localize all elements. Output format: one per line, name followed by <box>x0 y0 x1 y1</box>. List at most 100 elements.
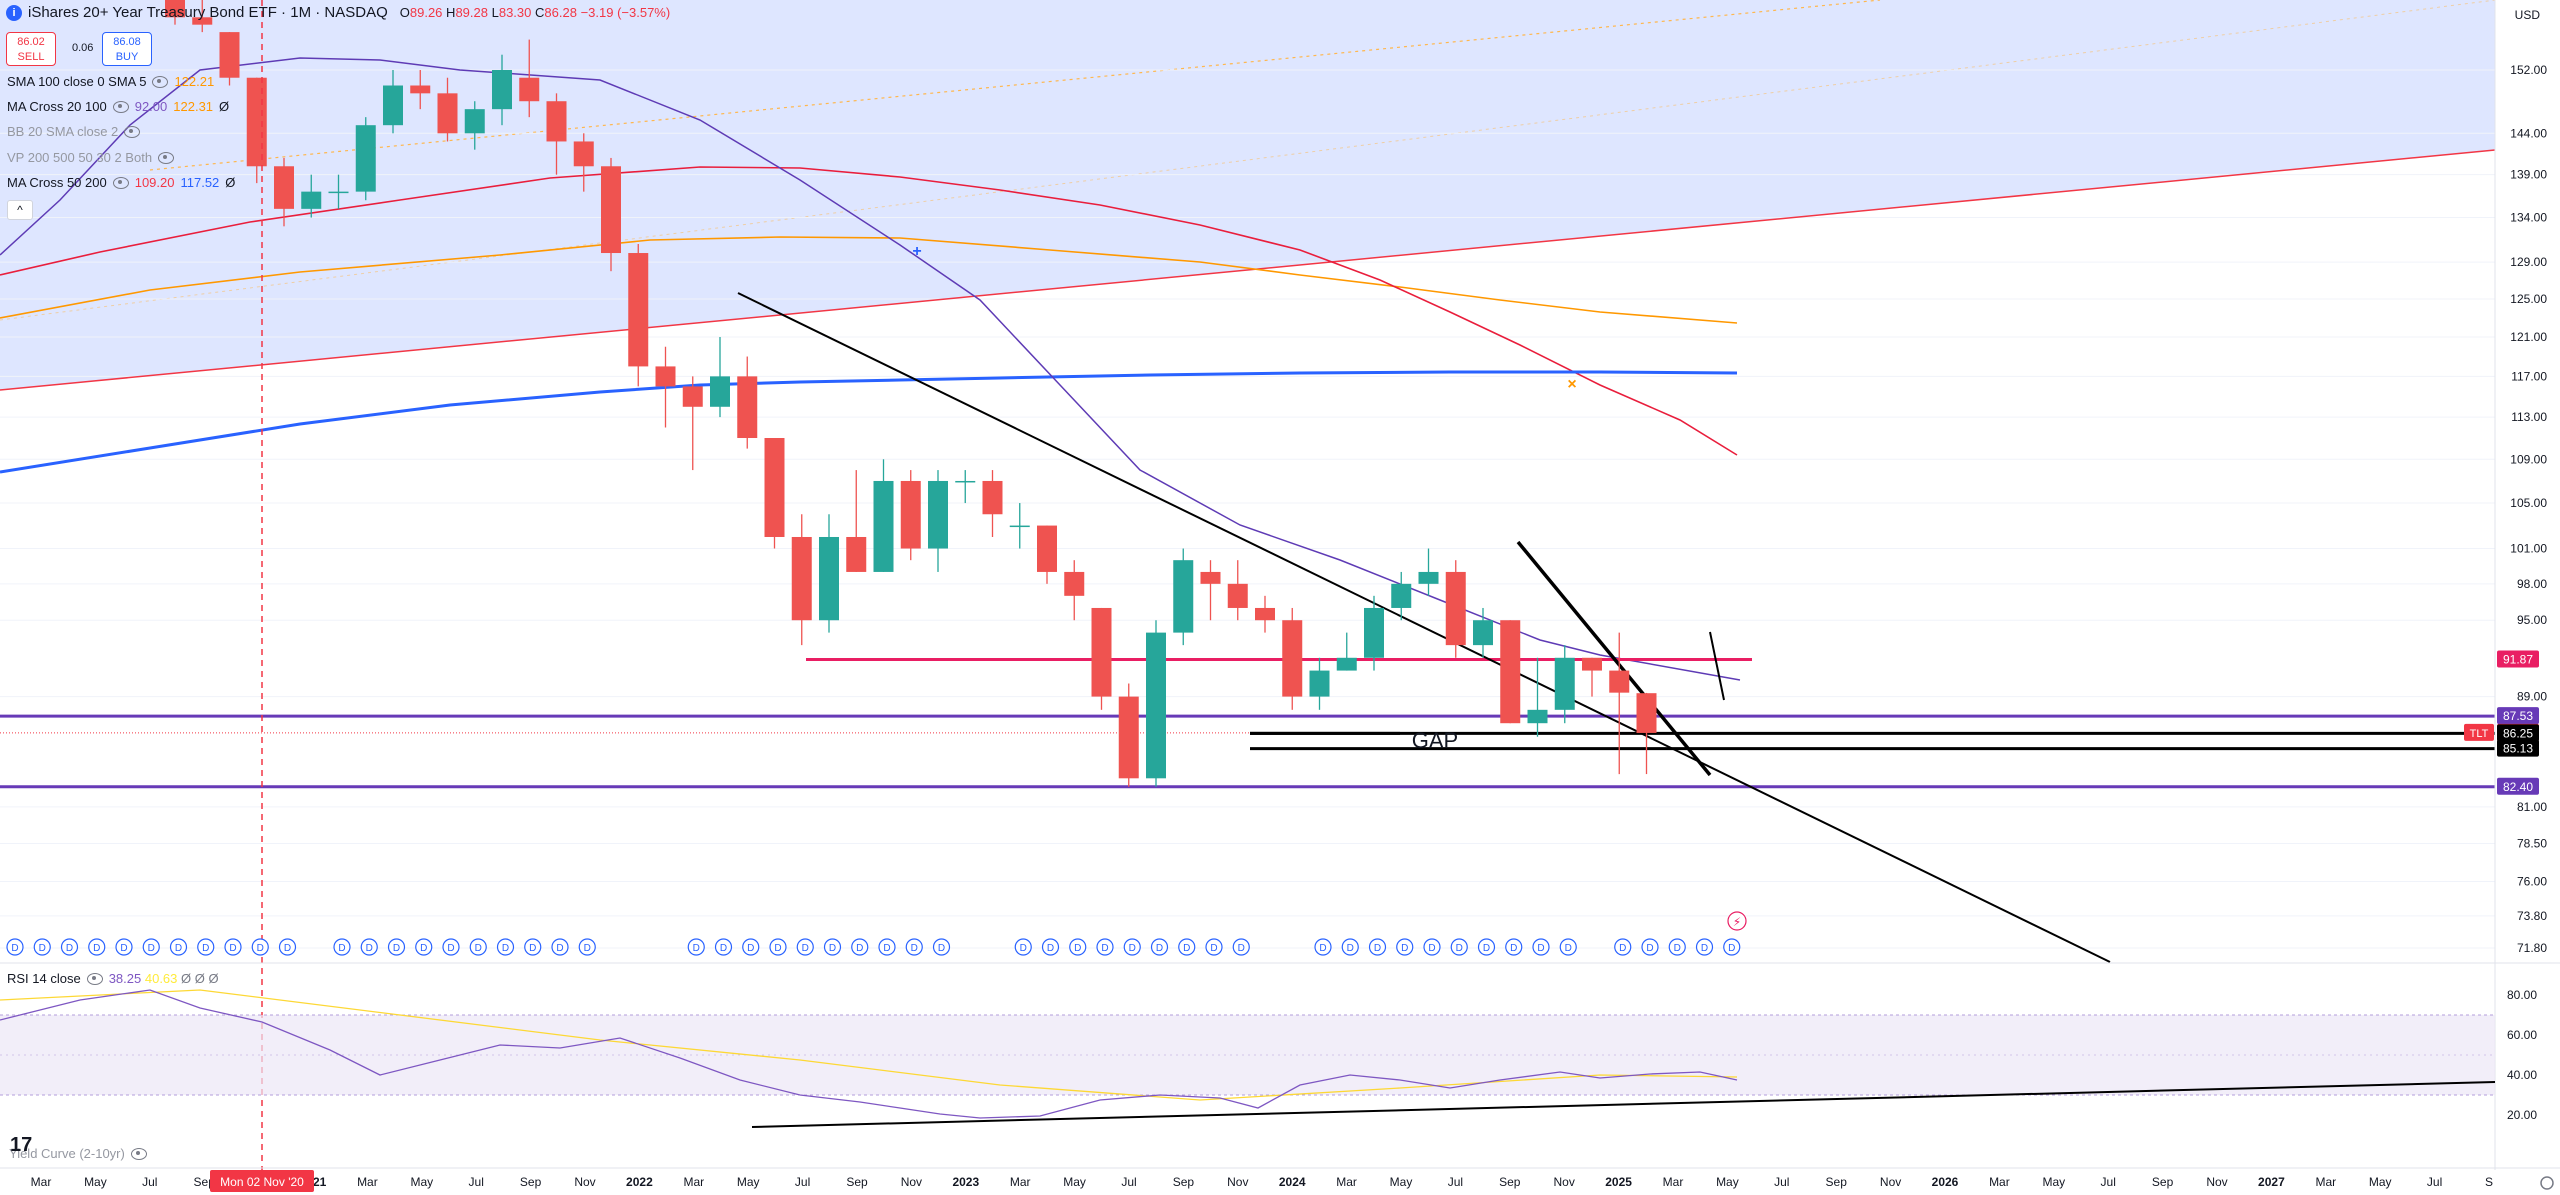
dividend-marker-icon[interactable] <box>415 938 433 956</box>
rsi-name[interactable]: RSI 14 close <box>7 971 81 986</box>
dividend-marker-icon[interactable] <box>360 938 378 956</box>
dividend-marker-icon[interactable] <box>1423 938 1441 956</box>
dividend-marker-icon[interactable] <box>769 938 787 956</box>
dividend-marker-icon[interactable] <box>496 938 515 956</box>
currency-label[interactable]: USD <box>2514 8 2540 22</box>
settings-gear-icon[interactable] <box>2540 1176 2554 1190</box>
indicator-row[interactable]: VP 200 500 50 30 2 Both <box>7 150 175 165</box>
dividend-marker-icon[interactable] <box>1178 938 1196 956</box>
dividend-marker-icon[interactable] <box>1668 938 1686 956</box>
dividend-marker-icon[interactable] <box>1723 938 1741 956</box>
dividend-marker-icon[interactable] <box>1150 938 1169 956</box>
dividend-marker-icon[interactable] <box>1505 938 1523 956</box>
candle-body <box>546 101 567 142</box>
buy-button[interactable]: 86.08 BUY <box>102 32 152 66</box>
rsi-trendline <box>751 1081 2496 1128</box>
dividend-marker-icon[interactable] <box>578 938 596 956</box>
rsi-tick-label: 40.00 <box>2507 1068 2537 1082</box>
dividend-marker-icon[interactable] <box>60 938 79 956</box>
dividend-marker-icon[interactable] <box>197 938 215 956</box>
dividend-marker-icon[interactable] <box>878 938 896 956</box>
dividend-marker-icon[interactable] <box>1477 938 1496 956</box>
ma-50-line <box>0 166 1738 456</box>
tradingview-logo-icon[interactable]: 17 <box>10 1134 33 1156</box>
rsi-tick-label: 60.00 <box>2507 1028 2537 1042</box>
dividend-marker-icon[interactable] <box>714 938 733 956</box>
time-tick-label: Jul <box>2101 1175 2116 1189</box>
dividend-marker-icon[interactable] <box>442 938 460 956</box>
dividend-marker-icon[interactable] <box>1069 938 1087 956</box>
dividend-marker-icon[interactable] <box>1641 938 1659 956</box>
dividend-marker-icon[interactable] <box>115 938 133 956</box>
dividend-marker-icon[interactable] <box>1396 938 1414 956</box>
visibility-eye-icon[interactable] <box>152 75 169 88</box>
yield-curve-name[interactable]: Yield Curve (2-10yr) <box>9 1146 125 1161</box>
candle-body <box>246 77 267 167</box>
ma-cross-marker: + <box>912 243 921 260</box>
dividend-marker-icon[interactable] <box>932 938 951 956</box>
visibility-eye-icon[interactable] <box>158 151 175 164</box>
dividend-marker-icon[interactable] <box>823 938 842 956</box>
dividend-marker-icon[interactable] <box>905 938 923 956</box>
indicator-row[interactable]: SMA 100 close 0 SMA 5 122.21 <box>7 74 214 89</box>
candle-body <box>737 376 758 439</box>
dividend-marker-icon[interactable] <box>1341 938 1359 956</box>
dividend-marker-icon[interactable] <box>796 938 814 956</box>
collapse-legend-button[interactable]: ^ <box>7 200 33 220</box>
dividend-marker-icon[interactable] <box>1695 938 1714 956</box>
dividend-marker-icon[interactable] <box>551 938 569 956</box>
time-tick-label: Nov <box>1227 1175 1248 1189</box>
dividend-marker-icon[interactable] <box>469 938 487 956</box>
dividend-marker-icon[interactable] <box>1205 938 1223 956</box>
dividend-marker-icon[interactable] <box>851 938 869 956</box>
dividend-marker-icon[interactable] <box>687 938 705 956</box>
dividend-marker-icon[interactable] <box>524 938 542 956</box>
dividend-marker-label: D <box>1374 943 1381 954</box>
dividend-marker-icon[interactable] <box>142 938 160 956</box>
time-tick-label: May <box>1390 1175 1413 1189</box>
dividend-marker-icon[interactable] <box>1559 938 1577 956</box>
dividend-marker-icon[interactable] <box>742 938 760 956</box>
time-tick-label: 2027 <box>2258 1175 2285 1189</box>
dividend-marker-label: D <box>1619 943 1626 954</box>
dividend-marker-icon[interactable] <box>1532 938 1550 956</box>
sell-button[interactable]: 86.02 SELL <box>6 32 56 66</box>
dividend-marker-icon[interactable] <box>33 938 51 956</box>
candle-body <box>573 141 594 167</box>
dividend-marker-icon[interactable] <box>1314 938 1332 956</box>
visibility-eye-icon[interactable] <box>86 972 103 985</box>
candle-body <box>1173 560 1194 633</box>
price-tick-label: 139.00 <box>2510 168 2547 182</box>
dividend-marker-label: D <box>393 943 400 954</box>
dividend-marker-icon[interactable] <box>1014 938 1032 956</box>
dividend-marker-icon[interactable] <box>1232 938 1250 956</box>
dividend-marker-icon[interactable] <box>333 938 351 956</box>
dividend-marker-icon[interactable] <box>1041 938 1060 956</box>
dividend-marker-icon[interactable] <box>1123 938 1141 956</box>
dividend-marker-icon[interactable] <box>278 938 297 956</box>
dividend-marker-icon[interactable] <box>1450 938 1468 956</box>
indicator-row[interactable]: BB 20 SMA close 2 <box>7 124 141 139</box>
dividend-marker-label: D <box>1156 943 1163 954</box>
dividend-marker-icon[interactable] <box>1368 938 1387 956</box>
dividend-marker-label: D <box>1101 943 1108 954</box>
indicator-row[interactable]: MA Cross 50 200 109.20 117.52 Ø <box>7 175 235 190</box>
dividend-marker-icon[interactable] <box>1614 938 1632 956</box>
dividend-marker-icon[interactable] <box>6 938 24 956</box>
dividend-marker-icon[interactable] <box>169 938 188 956</box>
time-tick-label: 2023 <box>952 1175 979 1189</box>
indicator-row[interactable]: MA Cross 20 100 92.00 122.31 Ø <box>7 99 229 114</box>
dividend-marker-label: D <box>338 943 345 954</box>
visibility-eye-icon[interactable] <box>112 176 129 189</box>
dividend-marker-icon[interactable] <box>224 938 242 956</box>
dividend-marker-icon[interactable] <box>251 938 269 956</box>
dividend-marker-icon[interactable] <box>88 938 106 956</box>
dividend-marker-icon[interactable] <box>1096 938 1114 956</box>
hidden-eye-icon[interactable] <box>130 1147 147 1160</box>
visibility-eye-icon[interactable] <box>124 125 141 138</box>
dividend-marker-icon[interactable] <box>387 938 406 956</box>
price-tick-label: 125.00 <box>2510 292 2547 306</box>
visibility-eye-icon[interactable] <box>112 100 129 113</box>
symbol-title[interactable]: iShares 20+ Year Treasury Bond ETF · 1M … <box>28 4 388 21</box>
